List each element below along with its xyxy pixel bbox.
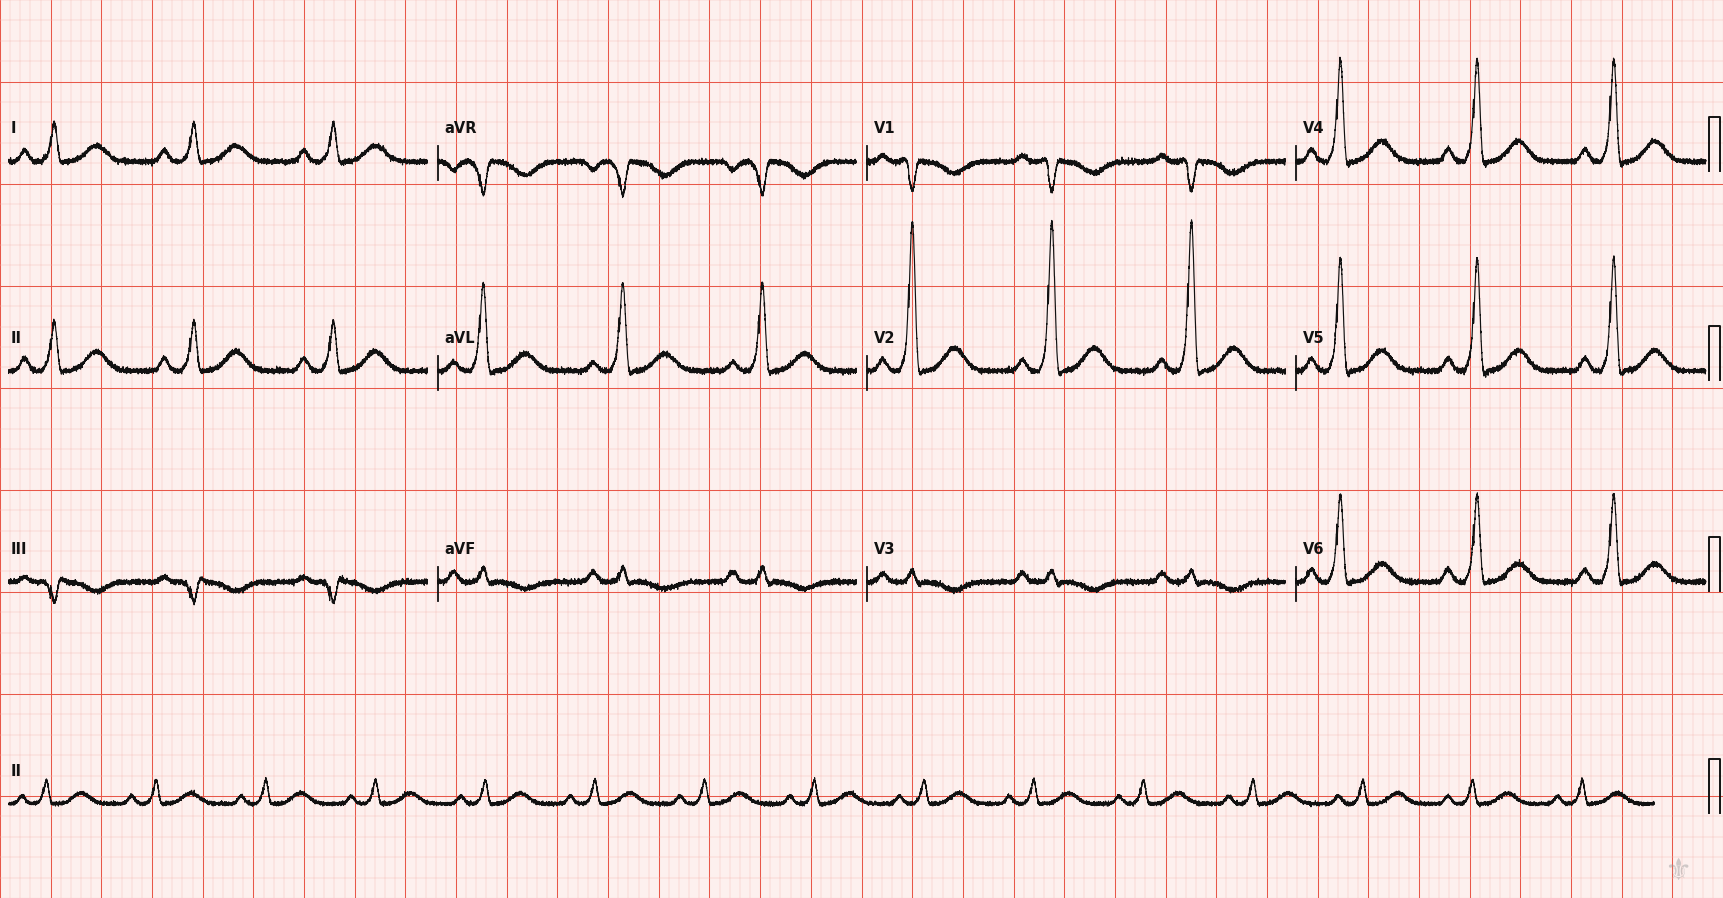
- Text: V1: V1: [874, 121, 896, 136]
- Text: III: III: [10, 541, 28, 557]
- Text: aVL: aVL: [445, 330, 476, 346]
- Text: V3: V3: [874, 541, 894, 557]
- Text: II: II: [10, 763, 21, 779]
- Text: ⚜: ⚜: [1664, 857, 1692, 885]
- Text: I: I: [10, 121, 16, 136]
- Text: V6: V6: [1303, 541, 1323, 557]
- Text: V2: V2: [874, 330, 894, 346]
- Text: II: II: [10, 330, 21, 346]
- Text: V5: V5: [1303, 330, 1325, 346]
- Text: aVR: aVR: [445, 121, 477, 136]
- Text: aVF: aVF: [445, 541, 476, 557]
- Text: V4: V4: [1303, 121, 1323, 136]
